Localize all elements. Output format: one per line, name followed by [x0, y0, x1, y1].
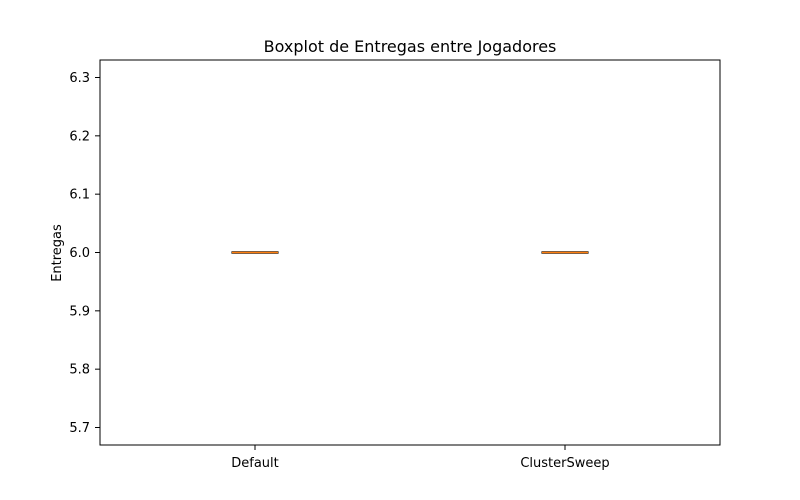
y-tick-label: 5.8	[69, 363, 90, 378]
x-axis-ticks: Default ClusterSweep	[231, 445, 610, 471]
y-tick-label: 6.3	[69, 71, 90, 86]
y-axis-ticks: 5.7 5.8 5.9 6.0 6.1 6.2 6.3	[69, 71, 100, 436]
y-tick-label: 5.7	[69, 421, 90, 436]
y-tick-label: 6.1	[69, 188, 90, 203]
x-tick-label: Default	[231, 456, 279, 471]
y-tick-label: 5.9	[69, 304, 90, 319]
y-axis-label: Entregas	[50, 224, 65, 282]
box-series	[231, 251, 589, 254]
chart-title: Boxplot de Entregas entre Jogadores	[264, 37, 557, 56]
y-tick-label: 6.2	[69, 129, 90, 144]
plot-area-frame	[99, 59, 721, 446]
x-tick-label: ClusterSweep	[520, 456, 609, 471]
y-tick-label: 6.0	[69, 246, 90, 261]
